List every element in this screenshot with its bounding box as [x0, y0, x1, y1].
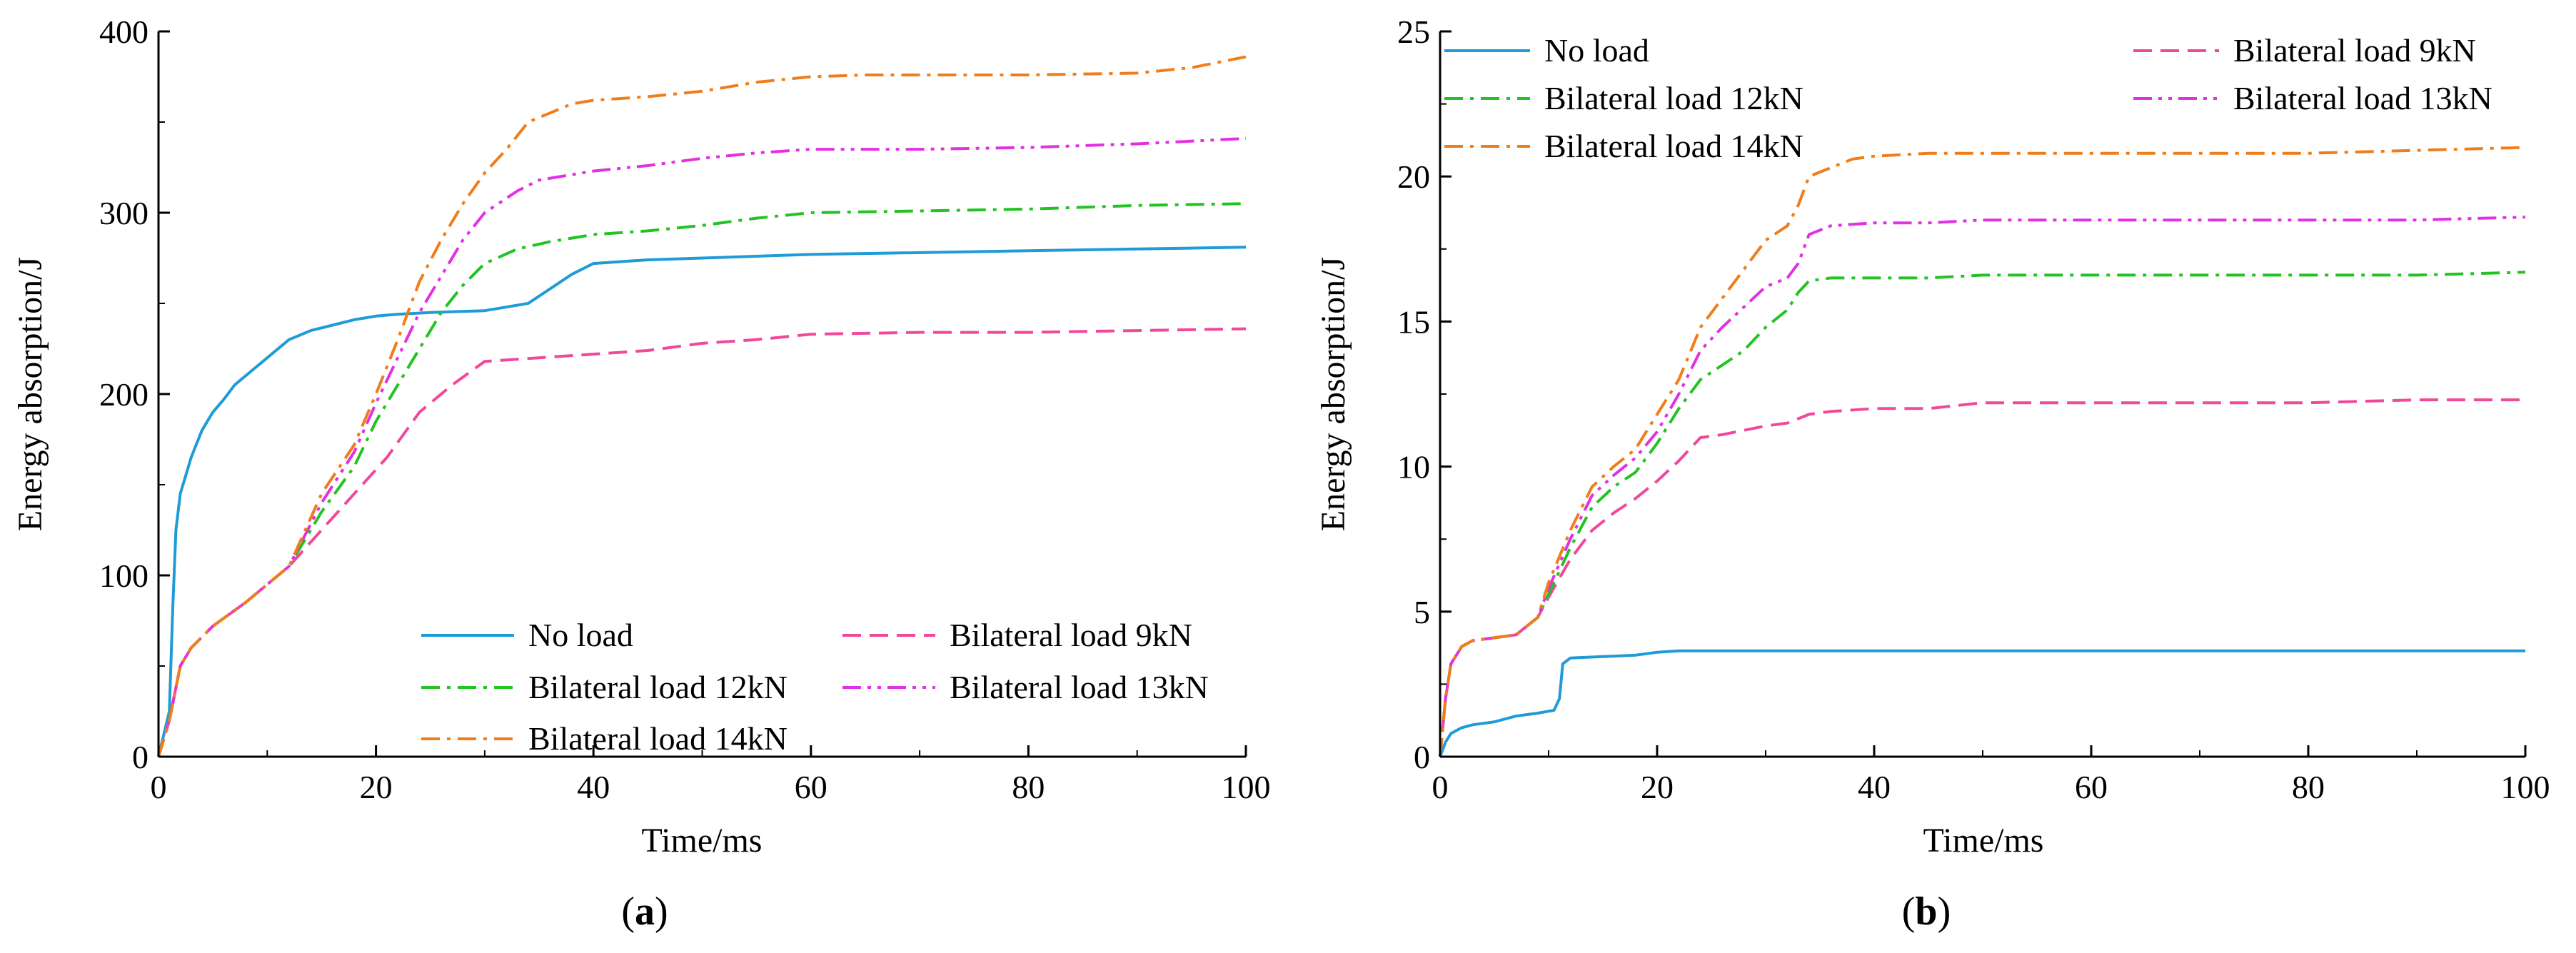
chart-panel-a: 0 20 40 60 80 100 0 100 200 300 400 Time/ms Energy a…	[11, 14, 1271, 934]
legend-label: Bilateral load 14kN	[528, 720, 788, 757]
series-line-bilateral-load-13kn	[1439, 216, 2526, 757]
y-tick-label: 200	[99, 376, 149, 413]
x-axis-title: Time/ms	[1923, 822, 2044, 859]
legend-label: No load	[1544, 32, 1649, 69]
y-tick-label: 400	[99, 14, 149, 50]
chart-panel-b: 0 20 40 60 80 100 0 5 10 15 20 25 Time/ms Energy abso…	[1314, 14, 2550, 934]
x-tick-label: 100	[2501, 769, 2550, 805]
legend-label: Bilateral load 9kN	[2233, 32, 2476, 69]
y-tick-label: 0	[132, 739, 149, 775]
x-tick-label: 20	[1641, 769, 1674, 805]
x-tick-label: 40	[577, 769, 610, 805]
series-line-bilateral-load-13kn	[157, 136, 1247, 757]
y-tick-label: 5	[1414, 594, 1430, 630]
y-tick-label: 0	[1414, 739, 1430, 775]
y-axis-title: Energy absorption/J	[11, 257, 49, 531]
x-tick-label: 0	[1432, 769, 1449, 805]
legend-label: Bilateral load 13kN	[950, 669, 1209, 705]
x-tick-label: 20	[360, 769, 393, 805]
x-tick-label: 0	[151, 769, 167, 805]
y-tick-label: 20	[1397, 158, 1430, 195]
x-tick-label: 60	[2075, 769, 2108, 805]
legend: No load Bilateral load 9kN Bilateral load …	[421, 617, 1209, 757]
x-axis-title: Time/ms	[642, 822, 763, 859]
y-axis-title: Energy absorption/J	[1314, 257, 1352, 531]
legend-label: No load	[528, 617, 633, 653]
x-tick-label: 80	[2292, 769, 2325, 805]
legend-label: Bilateral load 14kN	[1544, 128, 1803, 164]
legend-label: Bilateral load 9kN	[950, 617, 1192, 653]
panel-label: (a)	[621, 889, 668, 934]
x-tick-label: 100	[1222, 769, 1271, 805]
legend-label: Bilateral load 12kN	[1544, 80, 1803, 116]
series-line-bilateral-load-14kn	[157, 55, 1247, 757]
y-tick-label: 15	[1397, 303, 1430, 340]
x-tick-label: 80	[1012, 769, 1045, 805]
legend-label: Bilateral load 13kN	[2233, 80, 2492, 116]
legend-label: Bilateral load 12kN	[528, 669, 788, 705]
y-tick-label: 10	[1397, 449, 1430, 485]
y-tick-label: 100	[99, 558, 149, 594]
series-line-no-load	[1439, 649, 2525, 757]
y-tick-label: 300	[99, 195, 149, 231]
x-tick-label: 60	[795, 769, 827, 805]
series-line-bilateral-load-9kn	[1439, 398, 2525, 757]
panel-label: (b)	[1902, 889, 1951, 934]
series-line-bilateral-load-12kn	[1439, 271, 2526, 757]
y-tick-label: 25	[1397, 14, 1430, 50]
legend: No load Bilateral load 9kN Bilateral load …	[1444, 32, 2492, 164]
series-line-no-load	[157, 246, 1247, 757]
series-line-bilateral-load-14kn	[1439, 146, 2526, 757]
x-tick-label: 40	[1858, 769, 1891, 805]
